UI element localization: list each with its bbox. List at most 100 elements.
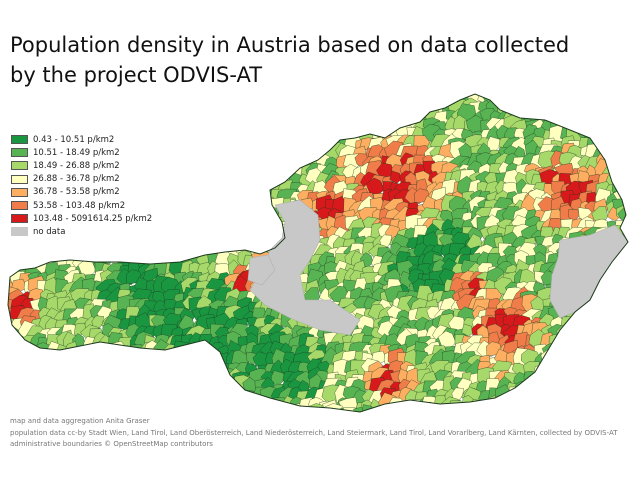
- municipality-cell: [250, 394, 267, 412]
- municipality-cell: [54, 392, 76, 412]
- municipality-cell: [190, 123, 206, 142]
- municipality-cell: [83, 116, 101, 134]
- no-data-region: [247, 254, 276, 286]
- municipality-cell: [0, 138, 7, 151]
- municipality-cell: [136, 399, 155, 412]
- municipality-cell: [631, 158, 640, 170]
- municipality-cell: [270, 94, 284, 98]
- municipality-cell: [55, 360, 71, 379]
- municipality-cell: [210, 94, 232, 109]
- municipality-cell: [8, 101, 19, 118]
- municipality-cell: [633, 168, 640, 186]
- municipality-cell: [228, 101, 243, 117]
- municipality-cell: [74, 237, 91, 254]
- municipality-cell: [107, 101, 125, 117]
- municipality-cell: [182, 225, 197, 241]
- municipality-cell: [622, 348, 628, 367]
- municipality-cell: [162, 381, 178, 398]
- municipality-cell: [162, 99, 182, 119]
- municipality-cell: [136, 379, 151, 396]
- municipality-cell: [46, 381, 63, 396]
- municipality-cell: [312, 132, 334, 151]
- municipality-cell: [621, 155, 628, 172]
- municipality-cell: [603, 118, 618, 132]
- municipality-cell: [98, 386, 116, 404]
- municipality-cell: [140, 351, 160, 371]
- municipality-cell: [622, 303, 628, 322]
- municipality-cell: [137, 94, 153, 101]
- municipality-cell: [574, 322, 595, 340]
- municipality-cell: [39, 111, 53, 125]
- municipality-cell: [604, 94, 621, 95]
- municipality-cell: [8, 388, 29, 409]
- municipality-cell: [610, 318, 626, 333]
- municipality-cell: [631, 231, 640, 253]
- municipality-cell: [161, 94, 183, 101]
- municipality-cell: [93, 236, 106, 250]
- municipality-cell: [570, 395, 585, 412]
- municipality-cell: [503, 397, 517, 411]
- municipality-cell: [68, 99, 89, 118]
- municipality-cell: [157, 170, 179, 190]
- municipality-cell: [223, 154, 245, 175]
- municipality-cell: [200, 146, 215, 162]
- municipality-cell: [370, 94, 385, 97]
- municipality-cell: [55, 348, 73, 369]
- municipality-cell: [233, 94, 249, 100]
- municipality-cell: [555, 367, 573, 386]
- municipality-cell: [179, 376, 199, 391]
- municipality-cell: [85, 355, 99, 367]
- municipality-cell: [8, 223, 11, 241]
- municipality-cell: [152, 134, 171, 157]
- municipality-cell: [533, 101, 552, 119]
- municipality-cell: [302, 115, 325, 133]
- municipality-cell: [187, 233, 207, 250]
- municipality-cell: [538, 386, 557, 406]
- municipality-cell: [254, 210, 268, 225]
- municipality-cell: [613, 94, 628, 106]
- municipality-cell: [271, 126, 287, 145]
- municipality-cell: [614, 290, 628, 304]
- municipality-cell: [127, 94, 148, 109]
- municipality-cell: [156, 209, 170, 223]
- municipality-cell: [145, 109, 159, 126]
- municipality-cell: [197, 154, 212, 169]
- map-legend: 0.43 - 10.51 p/km2 10.51 - 18.49 p/km2 1…: [11, 133, 152, 239]
- municipality-cell: [20, 118, 35, 133]
- municipality-cell: [349, 120, 368, 136]
- municipality-cell: [241, 234, 262, 250]
- municipality-cell: [219, 129, 233, 142]
- municipality-cell: [9, 109, 23, 124]
- municipality-cells: [0, 94, 640, 412]
- municipality-cell: [206, 389, 223, 402]
- municipality-cell: [603, 382, 617, 395]
- municipality-cell: [612, 388, 628, 407]
- municipality-cell: [294, 109, 313, 130]
- municipality-cell: [139, 373, 155, 388]
- municipality-cell: [8, 360, 9, 374]
- municipality-cell: [595, 389, 608, 404]
- municipality-cell: [144, 396, 166, 412]
- municipality-cell: [616, 126, 628, 143]
- municipality-cell: [227, 138, 245, 154]
- municipality-cell: [8, 269, 11, 290]
- municipality-cell: [383, 100, 395, 113]
- municipality-cell: [171, 245, 188, 260]
- municipality-cell: [583, 367, 603, 386]
- municipality-cell: [8, 317, 9, 335]
- municipality-cell: [27, 102, 47, 118]
- municipality-cell: [83, 94, 100, 109]
- municipality-cell: [574, 335, 593, 351]
- credit-line-1: map and data aggregation Anita Graser: [10, 417, 150, 425]
- municipality-cell: [215, 217, 235, 239]
- municipality-cell: [291, 129, 304, 145]
- municipality-cell: [28, 117, 44, 135]
- municipality-cell: [613, 134, 628, 152]
- municipality-cell: [34, 386, 52, 404]
- municipality-cell: [626, 216, 628, 232]
- municipality-cell: [560, 360, 577, 376]
- municipality-cell: [355, 94, 374, 108]
- municipality-cell: [249, 231, 270, 253]
- municipality-cell: [172, 188, 190, 204]
- municipality-cell: [630, 222, 640, 242]
